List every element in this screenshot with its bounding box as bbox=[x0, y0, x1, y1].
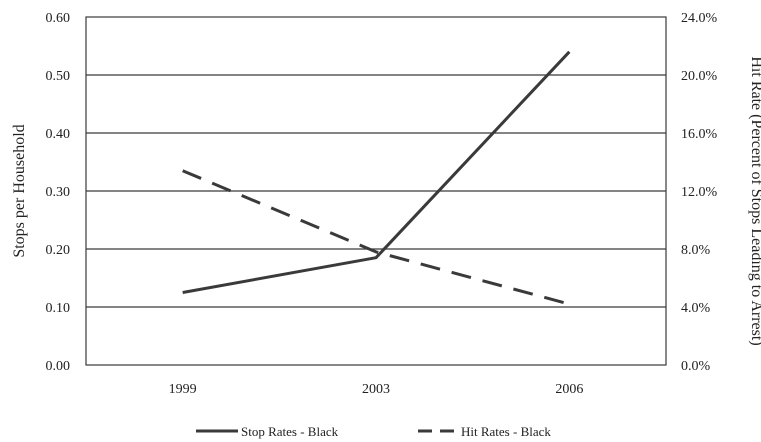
series-lines bbox=[182, 50, 571, 306]
plot-area-frame bbox=[85, 16, 667, 366]
left-tick-label: 0.60 bbox=[46, 11, 71, 26]
right-tick-label: 12.0% bbox=[681, 185, 718, 200]
x-axis-ticks: 1999 2003 2006 bbox=[169, 382, 584, 397]
legend-label-stop-rates: Stop Rates - Black bbox=[241, 424, 339, 439]
left-tick-label: 0.10 bbox=[46, 301, 71, 316]
x-tick-label: 1999 bbox=[169, 382, 197, 397]
x-tick-label: 2006 bbox=[555, 382, 583, 397]
left-tick-label: 0.50 bbox=[46, 69, 71, 84]
left-tick-label: 0.00 bbox=[46, 359, 71, 374]
left-tick-label: 0.20 bbox=[46, 243, 71, 258]
series-line-hit-rates bbox=[182, 169, 570, 306]
right-tick-label: 8.0% bbox=[681, 243, 711, 258]
right-tick-label: 24.0% bbox=[681, 11, 718, 26]
legend: Stop Rates - Black Hit Rates - Black bbox=[196, 424, 551, 439]
left-tick-label: 0.30 bbox=[46, 185, 71, 200]
legend-label-hit-rates: Hit Rates - Black bbox=[461, 424, 551, 439]
gridlines bbox=[86, 74, 666, 308]
left-tick-label: 0.40 bbox=[46, 127, 71, 142]
right-axis-title: Hit Rate (Percent of Stops Leading to Ar… bbox=[748, 56, 761, 345]
right-tick-label: 4.0% bbox=[681, 301, 711, 316]
left-axis-title: Stops per Household bbox=[11, 124, 28, 257]
left-axis-ticks: 0.00 0.10 0.20 0.30 0.40 0.50 0.60 bbox=[46, 11, 71, 374]
series-line-stop-rates bbox=[182, 50, 571, 294]
x-tick-label: 2003 bbox=[362, 382, 390, 397]
right-tick-label: 20.0% bbox=[681, 69, 718, 84]
right-axis-ticks: 0.0% 4.0% 8.0% 12.0% 16.0% 20.0% 24.0% bbox=[681, 11, 718, 374]
right-tick-label: 16.0% bbox=[681, 127, 718, 142]
right-tick-label: 0.0% bbox=[681, 359, 711, 374]
